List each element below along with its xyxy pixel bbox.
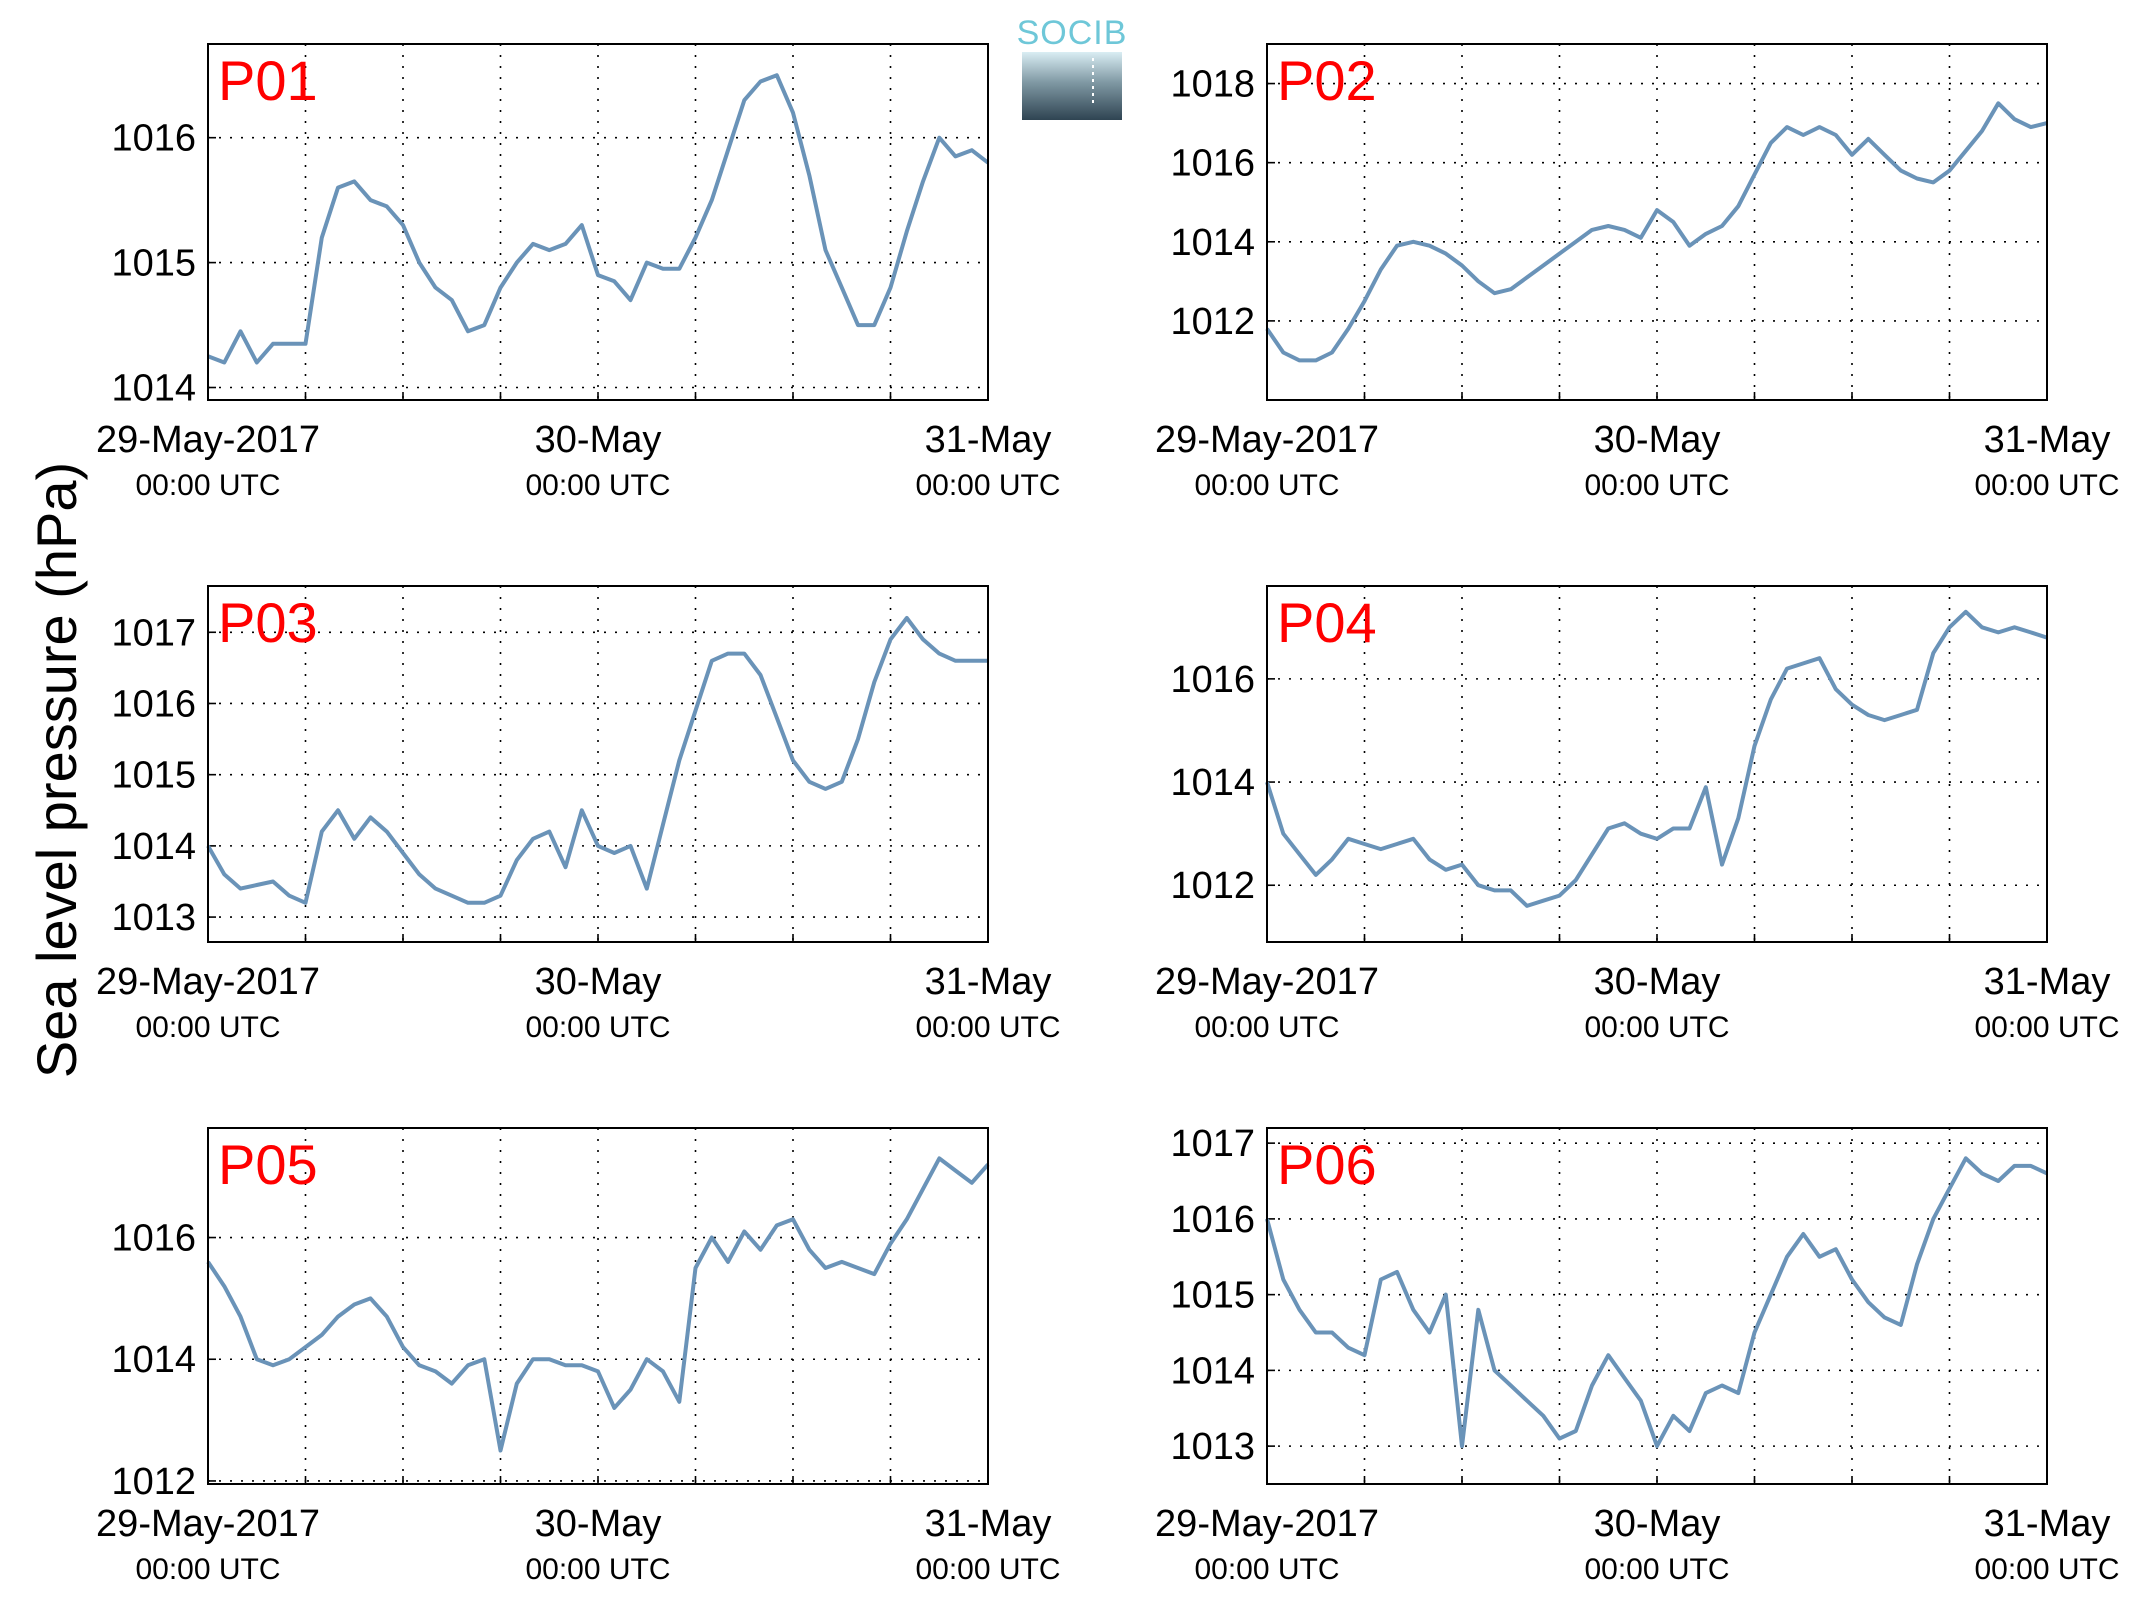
x-tick-label: 31-May bbox=[1984, 419, 2111, 461]
y-tick-label: 1012 bbox=[1170, 301, 1255, 343]
y-tick-label: 1012 bbox=[111, 1461, 196, 1503]
y-tick-label: 1016 bbox=[1170, 659, 1255, 701]
x-tick-sublabel: 00:00 UTC bbox=[1584, 469, 1729, 502]
y-tick-label: 1014 bbox=[1170, 1350, 1255, 1392]
panel-label: P06 bbox=[1277, 1133, 1377, 1196]
panel-label: P04 bbox=[1277, 591, 1377, 654]
y-tick-label: 1016 bbox=[111, 1218, 196, 1260]
y-tick-label: 1013 bbox=[1170, 1426, 1255, 1468]
x-tick-label: 30-May bbox=[1594, 1503, 1721, 1545]
y-tick-label: 1016 bbox=[111, 683, 196, 725]
y-tick-label: 1018 bbox=[1170, 64, 1255, 106]
panel-label: P03 bbox=[218, 591, 318, 654]
pressure-series-line bbox=[1265, 101, 2048, 363]
y-tick-label: 1015 bbox=[111, 243, 196, 285]
x-tick-sublabel: 00:00 UTC bbox=[525, 469, 670, 502]
panel-label: P02 bbox=[1277, 49, 1377, 112]
x-tick-label: 30-May bbox=[535, 419, 662, 461]
x-tick-label: 30-May bbox=[1594, 419, 1721, 461]
x-tick-label: 30-May bbox=[535, 961, 662, 1003]
x-tick-label: 31-May bbox=[925, 419, 1052, 461]
pressure-series-line bbox=[207, 73, 990, 365]
x-tick-sublabel: 00:00 UTC bbox=[1974, 1553, 2119, 1586]
plot-frame bbox=[207, 43, 989, 401]
x-tick-sublabel: 00:00 UTC bbox=[1194, 469, 1339, 502]
x-tick-sublabel: 00:00 UTC bbox=[1974, 469, 2119, 502]
plot-frame bbox=[207, 585, 989, 943]
x-tick-sublabel: 00:00 UTC bbox=[525, 1011, 670, 1044]
x-tick-label: 29-May-2017 bbox=[96, 419, 320, 461]
x-tick-label: 30-May bbox=[1594, 961, 1721, 1003]
x-tick-label: 31-May bbox=[1984, 1503, 2111, 1545]
panel-p03: 1013 1014 1015 1016 1017 P03 29-May-2017 00:00 … bbox=[96, 585, 1061, 1044]
y-tick-label: 1016 bbox=[111, 118, 196, 160]
x-tick-label: 30-May bbox=[535, 1503, 662, 1545]
x-tick-label: 29-May-2017 bbox=[96, 961, 320, 1003]
panel-p04: 1012 1014 1016 P04 29-May-2017 00:00 UTC 30-Ma… bbox=[1155, 585, 2120, 1044]
y-axis-title: Sea level pressure (hPa) bbox=[25, 462, 88, 1078]
x-tick-label: 31-May bbox=[925, 961, 1052, 1003]
x-tick-sublabel: 00:00 UTC bbox=[1974, 1011, 2119, 1044]
x-tick-sublabel: 00:00 UTC bbox=[135, 469, 280, 502]
x-tick-sublabel: 00:00 UTC bbox=[915, 1011, 1060, 1044]
y-tick-label: 1017 bbox=[111, 612, 196, 654]
y-tick-label: 1014 bbox=[111, 1339, 196, 1381]
x-tick-sublabel: 00:00 UTC bbox=[1584, 1553, 1729, 1586]
panel-label: P01 bbox=[218, 49, 318, 112]
y-tick-label: 1014 bbox=[1170, 762, 1255, 804]
plot-frame bbox=[207, 1127, 989, 1485]
x-tick-sublabel: 00:00 UTC bbox=[525, 1553, 670, 1586]
y-tick-label: 1015 bbox=[111, 755, 196, 797]
x-tick-label: 29-May-2017 bbox=[96, 1503, 320, 1545]
x-tick-sublabel: 00:00 UTC bbox=[1584, 1011, 1729, 1044]
y-tick-label: 1013 bbox=[111, 897, 196, 939]
pressure-series-line bbox=[1265, 1156, 2048, 1449]
y-tick-label: 1014 bbox=[111, 368, 196, 410]
x-tick-label: 29-May-2017 bbox=[1155, 419, 1379, 461]
pressure-series-line bbox=[206, 616, 988, 905]
socib-logo: SOCIB bbox=[1017, 14, 1128, 120]
x-tick-sublabel: 00:00 UTC bbox=[1194, 1011, 1339, 1044]
y-tick-label: 1014 bbox=[1170, 222, 1255, 264]
panel-p05: 1012 1014 1016 P05 29-May-2017 00:00 UTC 30-Ma… bbox=[96, 1127, 1061, 1586]
x-tick-label: 31-May bbox=[925, 1503, 1052, 1545]
x-tick-sublabel: 00:00 UTC bbox=[915, 1553, 1060, 1586]
y-tick-label: 1016 bbox=[1170, 1199, 1255, 1241]
x-tick-label: 29-May-2017 bbox=[1155, 1503, 1379, 1545]
panel-p01: 1014 1015 1016 P01 29-May-2017 00:00 UTC 30-Ma… bbox=[96, 43, 1061, 502]
logo-text: SOCIB bbox=[1017, 14, 1128, 52]
pressure-series-line bbox=[1265, 609, 2048, 908]
panel-p02: 1012 1014 1016 1018 P02 29-May-2017 00:00 UTC 3… bbox=[1155, 43, 2120, 502]
y-tick-label: 1015 bbox=[1170, 1275, 1255, 1317]
x-tick-sublabel: 00:00 UTC bbox=[1194, 1553, 1339, 1586]
y-tick-label: 1016 bbox=[1170, 143, 1255, 185]
panel-p06: 1013 1014 1015 1016 1017 P06 29-May-2017 00:00 … bbox=[1155, 1123, 2119, 1586]
x-tick-sublabel: 00:00 UTC bbox=[915, 469, 1060, 502]
x-tick-sublabel: 00:00 UTC bbox=[135, 1011, 280, 1044]
x-tick-sublabel: 00:00 UTC bbox=[135, 1553, 280, 1586]
y-tick-label: 1017 bbox=[1170, 1123, 1255, 1165]
y-tick-label: 1012 bbox=[1170, 865, 1255, 907]
plot-frame bbox=[1266, 43, 2048, 401]
x-tick-label: 29-May-2017 bbox=[1155, 961, 1379, 1003]
panel-label: P05 bbox=[218, 1133, 318, 1196]
y-tick-label: 1014 bbox=[111, 826, 196, 868]
plot-frame bbox=[1266, 1127, 2048, 1485]
pressure-series-line bbox=[206, 1156, 990, 1453]
x-tick-label: 31-May bbox=[1984, 961, 2111, 1003]
plot-frame bbox=[1266, 585, 2048, 943]
